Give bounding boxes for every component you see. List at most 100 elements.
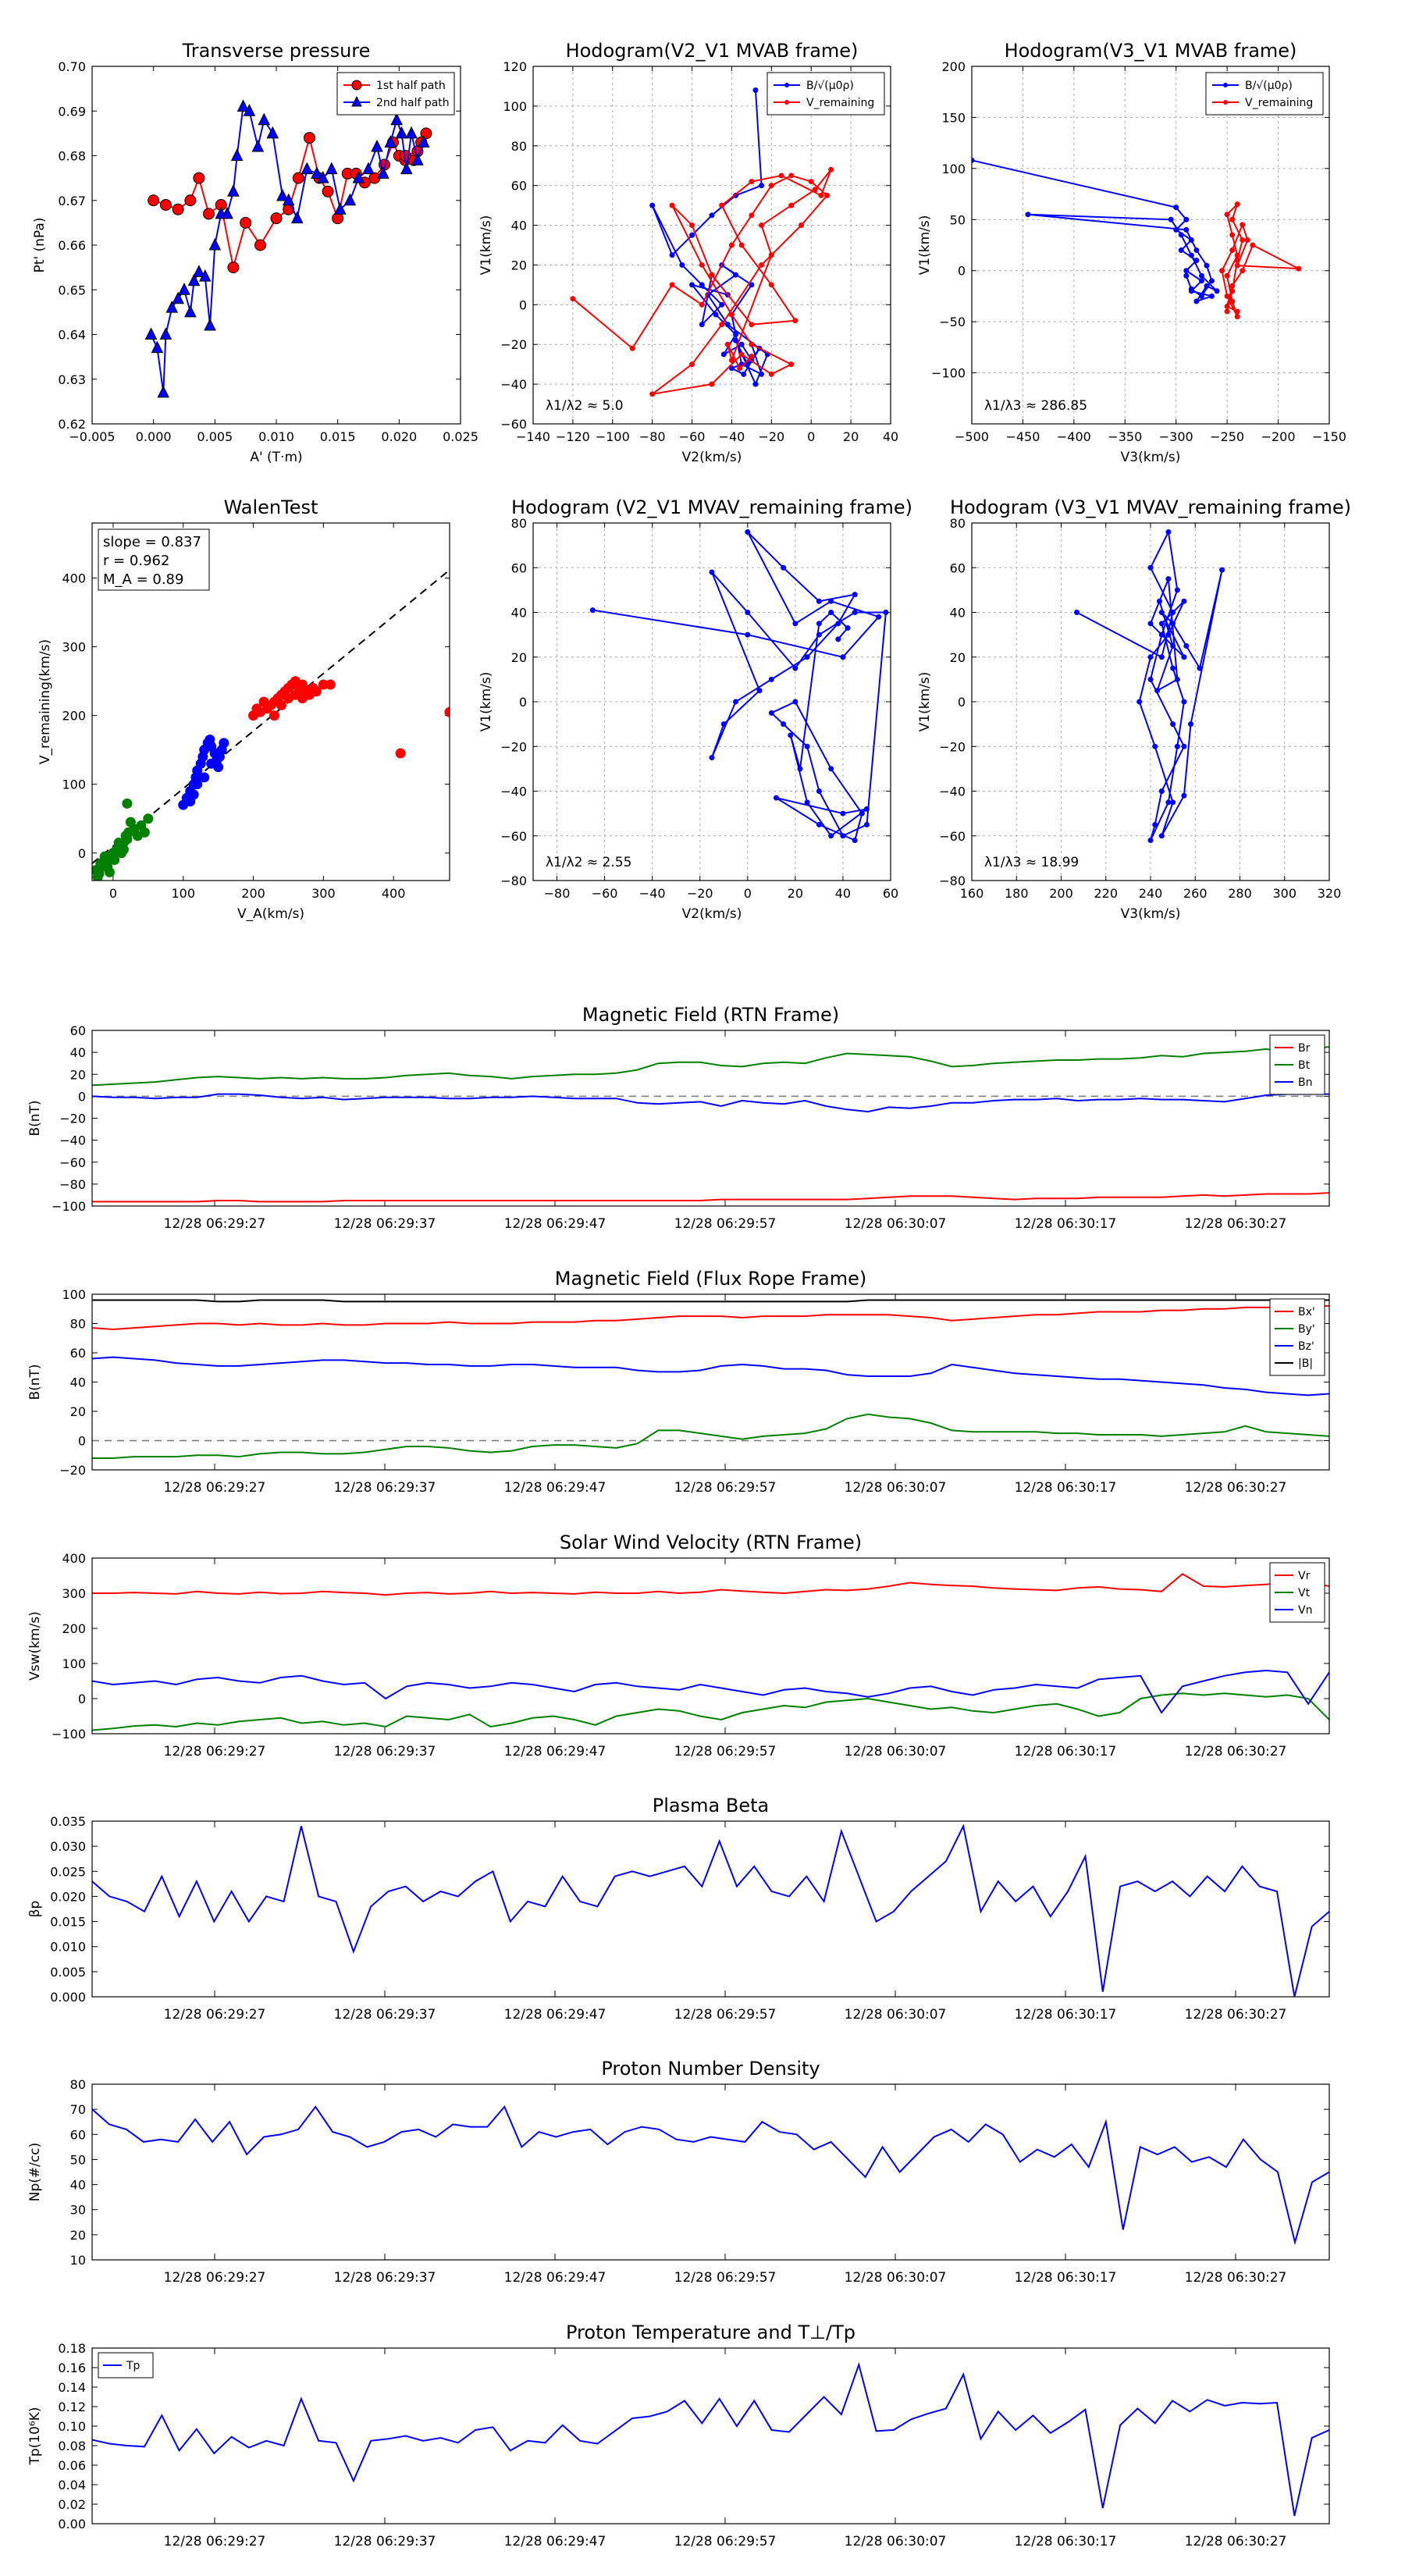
- plot-frame: [91, 2347, 1330, 2524]
- data-point: [840, 810, 846, 817]
- time-tick-label: 12/28 06:30:17: [1015, 2270, 1117, 2286]
- data-point: [804, 654, 810, 660]
- data-point: [689, 232, 695, 238]
- y-tick-label: 80: [70, 1317, 86, 1332]
- data-point: [768, 252, 774, 258]
- x-tick-label: 20: [788, 886, 803, 901]
- plot-area: [1074, 528, 1225, 843]
- data-point: [1209, 293, 1215, 299]
- data-point: [792, 621, 799, 627]
- data-point: [788, 732, 794, 738]
- legend-label-1: By': [1298, 1323, 1315, 1336]
- y-tick-label: −20: [500, 337, 527, 352]
- data-point: [322, 185, 334, 197]
- time-tick-label: 12/28 06:29:27: [164, 1744, 266, 1759]
- y-tick-label: 0.020: [50, 1889, 86, 1904]
- data-point: [227, 262, 240, 274]
- data-point: [92, 872, 103, 881]
- x-tick-label: 240: [1139, 886, 1163, 901]
- data-point: [1296, 265, 1302, 272]
- time-tick-label: 12/28 06:29:37: [334, 1216, 436, 1232]
- data-point: [768, 371, 774, 377]
- legend-label-0: B/√(μ0ρ): [1245, 80, 1293, 92]
- y-tick-label: 60: [511, 179, 527, 194]
- data-point: [1193, 298, 1200, 304]
- data-point: [1181, 598, 1187, 604]
- x-tick-label: −500: [955, 429, 989, 444]
- data-point: [828, 166, 834, 173]
- y-tick-label: 0.035: [50, 1814, 86, 1829]
- data-point: [159, 198, 172, 211]
- data-point: [1158, 632, 1165, 638]
- data-point: [863, 821, 870, 827]
- y-tick-label: 100: [62, 1656, 86, 1671]
- chart-title: Solar Wind Velocity (RTN Frame): [560, 1532, 862, 1553]
- x-tick-label: −80: [544, 886, 571, 901]
- data-point: [243, 104, 256, 116]
- chart-plasma-beta: Plasma Beta 0.000 0.005 0.010 0.015 0.020 0.02…: [27, 1795, 1330, 2023]
- x-tick-label: −40: [639, 886, 666, 901]
- data-point: [325, 679, 336, 690]
- plot-area: [92, 1573, 1329, 1731]
- y-tick-label: 50: [70, 2152, 86, 2167]
- ratio-annotation: λ1/λ2 ≈ 5.0: [546, 398, 624, 414]
- data-point: [1229, 288, 1236, 294]
- data-point: [845, 625, 851, 632]
- y-tick-label: 0.14: [58, 2380, 86, 2395]
- data-point: [332, 212, 344, 225]
- y-axis-label: V1(km/s): [917, 672, 933, 732]
- data-point: [206, 758, 217, 769]
- data-point: [720, 351, 727, 358]
- data-point: [1165, 799, 1172, 806]
- y-tick-label: 0.10: [58, 2419, 86, 2434]
- data-point: [835, 636, 841, 642]
- chart-title: Hodogram(V2_V1 MVAB frame): [566, 40, 859, 62]
- legend-label-0: Bx': [1298, 1306, 1315, 1318]
- data-point: [1193, 258, 1200, 264]
- chart-proton-temperature: Proton Temperature and T⊥/Tp 0.00 0.02 0.04…: [27, 2322, 1330, 2549]
- data-point: [276, 188, 289, 201]
- legend-marker-0: [784, 83, 789, 87]
- data-point: [724, 341, 731, 347]
- x-tick-label: 400: [382, 886, 406, 901]
- time-tick-label: 12/28 06:30:07: [845, 2007, 947, 2023]
- series-line: [1076, 529, 1223, 841]
- data-point: [728, 358, 735, 364]
- y-tick-label: 0.030: [50, 1839, 86, 1854]
- data-point: [1170, 642, 1176, 649]
- data-point: [1174, 743, 1180, 749]
- data-point: [400, 162, 413, 175]
- y-tick-label: 0.06: [58, 2458, 86, 2473]
- data-point: [745, 361, 751, 368]
- y-tick-label: 100: [503, 99, 527, 114]
- y-tick-label: 40: [511, 219, 527, 233]
- plot-frame: [532, 66, 891, 425]
- data-point: [1158, 621, 1165, 627]
- data-point: [251, 139, 265, 152]
- y-tick-label: 80: [70, 2077, 86, 2092]
- data-point: [840, 654, 846, 660]
- plot-frame: [91, 2083, 1330, 2261]
- data-point: [125, 817, 136, 827]
- data-point: [788, 173, 795, 179]
- data-point: [1224, 212, 1230, 218]
- data-point: [749, 353, 755, 359]
- series-line-Vn: [92, 1669, 1329, 1714]
- legend: Vr Vt Vn: [1269, 1562, 1325, 1623]
- x-tick-label: 160: [960, 886, 984, 901]
- x-tick-label: 200: [241, 886, 265, 901]
- series-line-Bz: [92, 1356, 1329, 1397]
- series-1: [144, 99, 430, 398]
- plot-area: [92, 2105, 1329, 2246]
- y-axis-label: V_remaining(km/s): [37, 639, 53, 764]
- data-point: [1240, 237, 1246, 243]
- data-point: [709, 212, 715, 219]
- series-0: [589, 528, 889, 843]
- y-tick-label: −40: [59, 1133, 86, 1148]
- data-point: [768, 710, 774, 716]
- series-1: [178, 734, 229, 810]
- y-tick-label: −40: [500, 785, 527, 799]
- plot-area: [92, 1823, 1329, 1997]
- data-point: [1229, 232, 1236, 238]
- y-tick-label: −60: [500, 417, 527, 432]
